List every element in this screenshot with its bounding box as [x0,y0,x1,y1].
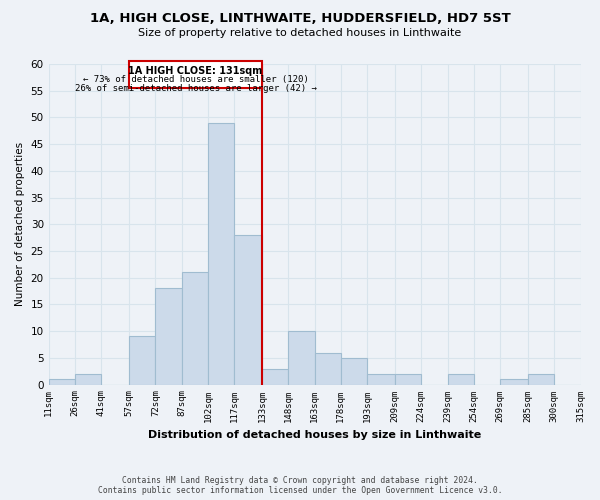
Bar [314,352,341,384]
Text: 1A, HIGH CLOSE, LINTHWAITE, HUDDERSFIELD, HD7 5ST: 1A, HIGH CLOSE, LINTHWAITE, HUDDERSFIELD… [89,12,511,26]
Bar [155,288,182,384]
Text: ← 73% of detached houses are smaller (120): ← 73% of detached houses are smaller (12… [83,74,308,84]
Bar [75,374,101,384]
Bar [262,368,289,384]
Text: 26% of semi-detached houses are larger (42) →: 26% of semi-detached houses are larger (… [74,84,317,93]
Text: 1A HIGH CLOSE: 131sqm: 1A HIGH CLOSE: 131sqm [128,66,263,76]
Text: Contains HM Land Registry data © Crown copyright and database right 2024.
Contai: Contains HM Land Registry data © Crown c… [98,476,502,495]
Bar [395,374,421,384]
Bar [528,374,554,384]
Bar [289,331,314,384]
Bar [448,374,474,384]
Bar [234,235,262,384]
Bar [341,358,367,384]
Y-axis label: Number of detached properties: Number of detached properties [15,142,25,306]
Bar [129,336,155,384]
FancyBboxPatch shape [129,62,262,88]
Bar [182,272,208,384]
X-axis label: Distribution of detached houses by size in Linthwaite: Distribution of detached houses by size … [148,430,481,440]
Bar [208,123,234,384]
Bar [49,379,75,384]
Text: Size of property relative to detached houses in Linthwaite: Size of property relative to detached ho… [139,28,461,38]
Bar [367,374,395,384]
Bar [500,379,528,384]
